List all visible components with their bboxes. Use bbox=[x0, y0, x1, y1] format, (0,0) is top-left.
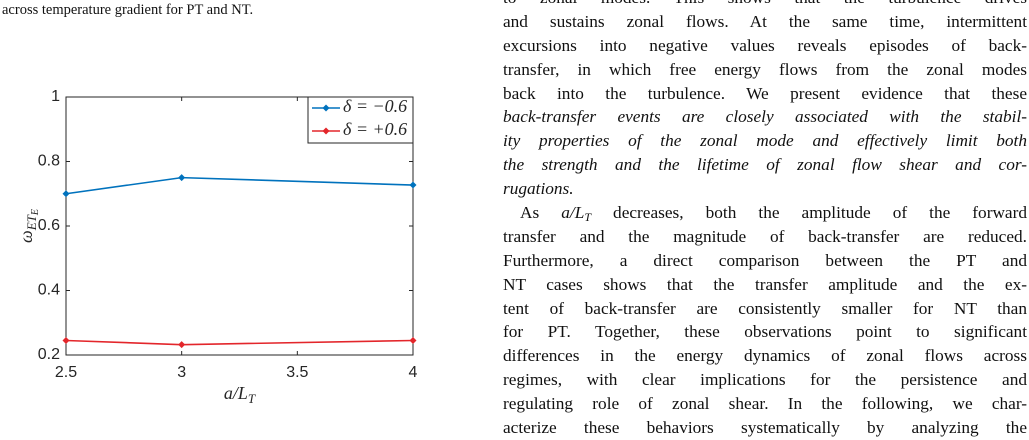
text-line: rugations. bbox=[503, 177, 1027, 201]
text-line: regimes, with clear implications for the… bbox=[503, 368, 1027, 392]
body-text: to zonal modes. This shows that the turb… bbox=[503, 0, 1027, 440]
text-segment: regimes, with clear implications for the… bbox=[503, 370, 1027, 390]
text-segment: ity properties of the zonal mode and eff… bbox=[503, 131, 1027, 151]
data-point bbox=[409, 336, 417, 344]
text-segment: for PT. Together, these observations poi… bbox=[503, 322, 1027, 342]
x-label-main: a/L bbox=[224, 383, 248, 403]
data-point bbox=[62, 336, 70, 344]
text-line: differences in the energy dynamics of zo… bbox=[503, 344, 1027, 368]
data-point bbox=[178, 174, 186, 182]
y-axis-label: ωETE bbox=[16, 209, 41, 243]
figure-caption: across temperature gradient for PT and N… bbox=[2, 2, 254, 18]
text-line: for PT. Together, these observations poi… bbox=[503, 320, 1027, 344]
text-line: the strength and the lifetime of zonal f… bbox=[503, 153, 1027, 177]
text-segment: back-transfer events are closely associa… bbox=[503, 107, 1027, 127]
text-segment: a/L bbox=[561, 203, 585, 223]
legend-marker bbox=[322, 104, 330, 112]
text-segment: regulating role of zonal shear. In the f… bbox=[503, 394, 1027, 414]
x-tick-label: 3 bbox=[177, 364, 186, 381]
text-line: back into the turbulence. We present evi… bbox=[503, 82, 1027, 106]
text-segment: and sustains zonal flows. At the same ti… bbox=[503, 11, 1027, 31]
text-segment: differences in the energy dynamics of zo… bbox=[503, 346, 1027, 366]
y-label-main: ω bbox=[16, 230, 36, 243]
legend-box bbox=[307, 96, 414, 144]
x-tick-label: 4 bbox=[409, 364, 418, 381]
text-line: tent of back-transfer are consistently s… bbox=[503, 297, 1027, 321]
text-segment: decreases, both the amplitude of the for… bbox=[591, 203, 1027, 223]
text-line: ity properties of the zonal mode and eff… bbox=[503, 129, 1027, 153]
text-segment: rugations. bbox=[503, 179, 574, 199]
y-label-sub: ET bbox=[24, 214, 39, 231]
text-segment: As bbox=[520, 203, 562, 223]
text-segment: the strength and the lifetime of zonal f… bbox=[503, 155, 1027, 175]
y-tick-label: 0.8 bbox=[38, 153, 60, 170]
text-segment: T bbox=[584, 210, 592, 225]
text-segment: Furthermore, a direct comparison between… bbox=[503, 250, 1027, 270]
text-line: transfer and the magnitude of back-trans… bbox=[503, 225, 1027, 249]
y-tick-label: 0.4 bbox=[38, 282, 60, 299]
legend-label: δ = +0.6 bbox=[343, 119, 407, 139]
text-segment: transfer, in which free energy flows fro… bbox=[503, 59, 1027, 79]
y-tick-label: 0.6 bbox=[38, 217, 60, 234]
text-segment: back into the turbulence. We present evi… bbox=[503, 83, 1027, 103]
text-segment: transfer and the magnitude of back-trans… bbox=[503, 226, 1027, 246]
data-point bbox=[62, 190, 70, 198]
data-point bbox=[409, 181, 417, 189]
y-label-subsub: E bbox=[30, 209, 41, 216]
text-line: to zonal modes. This shows that the turb… bbox=[503, 0, 1027, 10]
x-tick-label: 3.5 bbox=[286, 364, 308, 381]
legend-label: δ = −0.6 bbox=[343, 96, 407, 116]
x-label-sub: T bbox=[248, 391, 256, 406]
text-line: and sustains zonal flows. At the same ti… bbox=[503, 10, 1027, 34]
text-line: acterize these behaviors systematically … bbox=[503, 416, 1027, 440]
text-line: Furthermore, a direct comparison between… bbox=[503, 249, 1027, 273]
text-segment: NT cases shows that the transfer amplitu… bbox=[503, 274, 1027, 294]
x-tick-label: 2.5 bbox=[55, 364, 77, 381]
y-tick-label: 1 bbox=[51, 88, 60, 105]
text-segment: to zonal modes. This shows that the turb… bbox=[503, 0, 1027, 7]
text-line: back-transfer events are closely associa… bbox=[503, 105, 1027, 129]
text-line: NT cases shows that the transfer amplitu… bbox=[503, 273, 1027, 297]
text-segment: acterize these behaviors systematically … bbox=[503, 418, 1027, 438]
text-line: As a/LT decreases, both the amplitude of… bbox=[503, 201, 1027, 225]
legend-marker bbox=[322, 127, 330, 135]
x-axis-label: a/LT bbox=[224, 383, 256, 406]
text-line: transfer, in which free energy flows fro… bbox=[503, 58, 1027, 82]
text-segment: excursions into negative values reveals … bbox=[503, 35, 1027, 55]
text-line: regulating role of zonal shear. In the f… bbox=[503, 392, 1027, 416]
y-tick-label: 0.2 bbox=[38, 346, 60, 363]
text-segment: tent of back-transfer are consistently s… bbox=[503, 298, 1027, 318]
text-line: excursions into negative values reveals … bbox=[503, 34, 1027, 58]
data-point bbox=[178, 341, 186, 349]
